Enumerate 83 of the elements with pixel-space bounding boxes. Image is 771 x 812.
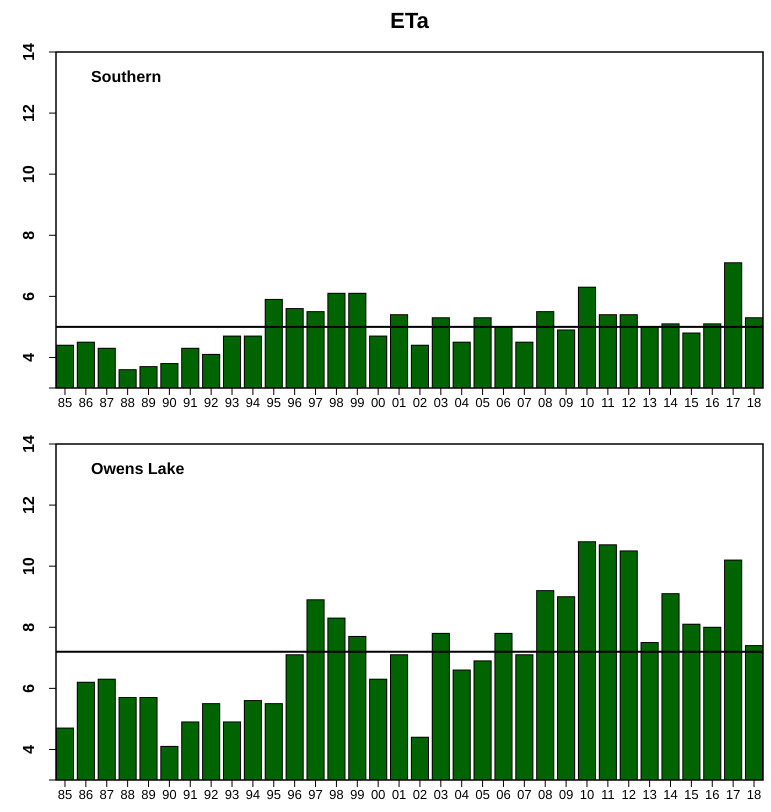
x-tick-label: 07 xyxy=(517,787,532,802)
x-tick-label: 93 xyxy=(224,787,240,802)
x-tick-label: 93 xyxy=(224,395,240,410)
y-tick-label: 8 xyxy=(21,622,38,632)
y-tick-label: 6 xyxy=(21,292,38,301)
x-tick-label: 03 xyxy=(434,787,448,802)
x-tick-label: 15 xyxy=(684,787,699,802)
y-tick-label: 14 xyxy=(21,435,38,453)
x-tick-label: 85 xyxy=(58,787,72,802)
y-tick-label: 14 xyxy=(21,43,38,61)
x-tick-label: 95 xyxy=(266,395,282,410)
x-tick-label: 96 xyxy=(287,787,302,802)
x-tick-label: 92 xyxy=(204,395,218,410)
x-tick-label: 00 xyxy=(370,787,386,802)
x-tick-label: 11 xyxy=(601,395,615,410)
x-tick-label: 04 xyxy=(454,395,469,410)
x-tick-label: 96 xyxy=(287,395,302,410)
y-tick-label: 12 xyxy=(21,496,38,514)
x-tick-label: 88 xyxy=(120,395,135,410)
x-tick-label: 87 xyxy=(100,395,114,410)
x-tick-label: 91 xyxy=(183,395,198,410)
x-tick-label: 05 xyxy=(475,395,490,410)
x-tick-label: 94 xyxy=(246,395,260,410)
x-tick-label: 03 xyxy=(434,395,448,410)
x-tick-label: 86 xyxy=(78,395,94,410)
x-tick-label: 17 xyxy=(726,395,740,410)
x-tick-label: 02 xyxy=(412,787,428,802)
x-tick-label: 06 xyxy=(496,395,511,410)
x-tick-label: 13 xyxy=(642,787,657,802)
annotation: Southern xyxy=(91,69,162,86)
y-tick-label: 10 xyxy=(21,557,38,576)
x-tick-label: 97 xyxy=(308,395,323,410)
x-tick-label: 18 xyxy=(746,787,762,802)
x-tick-label: 11 xyxy=(601,787,615,802)
x-tick-label: 89 xyxy=(141,395,156,410)
x-tick-label: 94 xyxy=(246,787,260,802)
x-tick-label: 90 xyxy=(162,787,177,802)
x-tick-label: 89 xyxy=(141,787,156,802)
x-tick-label: 99 xyxy=(350,787,365,802)
y-tick-label: 12 xyxy=(21,104,38,122)
y-tick-label: 10 xyxy=(21,165,38,184)
x-tick-label: 14 xyxy=(663,395,678,410)
x-tick-label: 07 xyxy=(517,395,532,410)
x-tick-label: 88 xyxy=(120,787,135,802)
annotation: Owens Lake xyxy=(91,461,184,478)
x-tick-label: 18 xyxy=(746,395,762,410)
x-tick-label: 09 xyxy=(558,787,574,802)
x-tick-label: 10 xyxy=(580,395,594,410)
x-tick-label: 85 xyxy=(58,395,72,410)
x-tick-label: 01 xyxy=(392,395,406,410)
x-tick-label: 12 xyxy=(622,787,636,802)
y-tick-label: 4 xyxy=(21,352,38,362)
y-tick-label: 8 xyxy=(21,230,38,240)
x-tick-label: 99 xyxy=(350,395,365,410)
y-tick-label: 4 xyxy=(21,744,38,754)
x-tick-label: 92 xyxy=(204,787,218,802)
x-tick-label: 13 xyxy=(642,395,657,410)
x-tick-label: 06 xyxy=(496,787,511,802)
x-tick-label: 86 xyxy=(78,787,94,802)
x-tick-label: 87 xyxy=(100,787,114,802)
x-tick-label: 04 xyxy=(454,787,469,802)
x-tick-label: 12 xyxy=(622,395,636,410)
x-tick-label: 91 xyxy=(183,787,198,802)
y-tick-label: 6 xyxy=(21,684,38,693)
x-tick-label: 09 xyxy=(558,395,574,410)
x-tick-label: 95 xyxy=(266,787,282,802)
x-tick-label: 05 xyxy=(475,787,490,802)
chart-title: ETa xyxy=(390,8,430,33)
x-tick-label: 90 xyxy=(162,395,177,410)
x-tick-label: 97 xyxy=(308,787,323,802)
x-tick-label: 10 xyxy=(580,787,594,802)
x-tick-label: 08 xyxy=(538,787,552,802)
x-tick-label: 16 xyxy=(705,787,720,802)
x-tick-label: 02 xyxy=(412,395,428,410)
x-tick-label: 98 xyxy=(329,395,344,410)
x-tick-label: 98 xyxy=(329,787,344,802)
x-tick-label: 00 xyxy=(370,395,386,410)
x-tick-label: 15 xyxy=(684,395,699,410)
x-tick-label: 17 xyxy=(726,787,740,802)
x-tick-label: 16 xyxy=(705,395,720,410)
x-tick-label: 08 xyxy=(538,395,552,410)
x-tick-label: 14 xyxy=(663,787,678,802)
x-tick-label: 01 xyxy=(392,787,406,802)
